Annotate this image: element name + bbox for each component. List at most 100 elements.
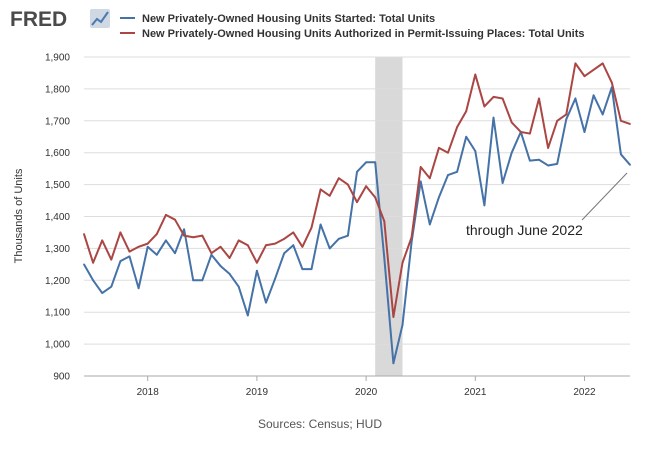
x-tick-label-2021: 2021 — [464, 387, 487, 398]
data-point-starts-2019-09 — [328, 247, 331, 250]
data-point-permits-2019-04 — [283, 237, 286, 240]
data-point-starts-2021-01 — [474, 150, 477, 153]
plot-area: 900 1,000 1,100 1,200 1,300 1,400 1,500 1,600 1,… — [45, 53, 631, 398]
data-point-starts-2017-12 — [137, 287, 140, 290]
data-point-permits-2018-02 — [155, 233, 158, 235]
data-point-permits-2017-10 — [119, 231, 122, 234]
data-point-permits-2017-06 — [83, 233, 85, 235]
data-point-permits-2020-02 — [374, 196, 377, 199]
data-point-permits-2021-03 — [492, 95, 495, 98]
data-point-permits-2020-09 — [438, 147, 440, 149]
data-point-permits-2018-10 — [228, 257, 231, 259]
data-point-starts-2019-07 — [310, 268, 313, 271]
y-tick-label-1300: 1,300 — [45, 244, 70, 255]
data-point-starts-2022-03 — [601, 113, 604, 116]
data-point-permits-2021-10 — [556, 119, 559, 122]
x-tick-label-2022: 2022 — [573, 387, 596, 398]
data-point-permits-2017-08 — [101, 239, 104, 242]
data-point-starts-2020-07 — [419, 180, 422, 183]
series-line-permits — [83, 62, 631, 318]
y-tick-label-900: 900 — [53, 372, 70, 383]
data-point-starts-2019-02 — [265, 301, 267, 304]
data-point-starts-2018-03 — [165, 239, 167, 242]
chart-header: FRED New Privately-Owned Housing Units S… — [10, 8, 585, 40]
data-point-starts-2018-12 — [246, 314, 249, 317]
data-point-starts-2022-05 — [620, 153, 622, 156]
fred-logo[interactable]: FRED — [10, 8, 67, 31]
y-tick-label-1700: 1,700 — [45, 116, 70, 127]
data-point-starts-2019-06 — [301, 268, 304, 271]
data-point-starts-2021-09 — [547, 164, 549, 167]
x-axis: 2018 2019 2020 2021 2022 — [84, 375, 630, 398]
data-point-starts-2021-12 — [574, 97, 577, 100]
data-point-permits-2017-12 — [137, 245, 140, 248]
data-point-permits-2018-09 — [219, 245, 222, 248]
data-point-starts-2021-02 — [483, 204, 486, 207]
data-point-permits-2019-05 — [292, 231, 295, 234]
data-points — [83, 62, 631, 365]
data-point-starts-2017-07 — [92, 279, 94, 282]
data-point-permits-2017-11 — [128, 250, 131, 253]
data-point-starts-2019-10 — [337, 237, 340, 240]
data-point-permits-2020-05 — [401, 261, 404, 264]
data-point-starts-2017-10 — [119, 260, 122, 263]
data-point-permits-2020-03 — [383, 220, 386, 223]
data-point-starts-2018-09 — [219, 265, 222, 267]
data-point-permits-2019-10 — [337, 177, 340, 180]
data-point-permits-2020-04 — [392, 316, 395, 318]
data-point-starts-2021-07 — [529, 159, 531, 162]
data-point-permits-2019-01 — [256, 261, 258, 264]
y-tick-label-1400: 1,400 — [45, 212, 70, 223]
data-point-starts-2018-08 — [210, 253, 213, 256]
y-tick-label-1500: 1,500 — [45, 180, 70, 191]
data-point-starts-2020-09 — [438, 196, 440, 199]
data-point-starts-2020-01 — [365, 161, 367, 164]
data-point-permits-2022-04 — [610, 81, 613, 84]
data-point-permits-2020-11 — [456, 126, 458, 129]
y-tick-label-1200: 1,200 — [45, 276, 70, 287]
data-point-permits-2021-12 — [574, 62, 577, 65]
data-point-starts-2021-10 — [556, 162, 559, 165]
data-point-starts-2021-04 — [501, 182, 504, 184]
legend-label-permits: New Privately-Owned Housing Units Author… — [142, 28, 585, 40]
data-point-starts-2020-12 — [465, 135, 468, 138]
data-point-starts-2019-12 — [356, 170, 358, 173]
data-point-starts-2018-07 — [201, 279, 204, 282]
y-tick-label-1600: 1,600 — [45, 148, 70, 159]
data-point-permits-2018-01 — [146, 242, 149, 245]
y-axis: 900 1,000 1,100 1,200 1,300 1,400 1,500 1,600 1,… — [45, 53, 70, 383]
data-point-permits-2019-12 — [356, 201, 358, 204]
data-point-starts-2020-05 — [401, 324, 404, 326]
data-point-starts-2019-04 — [283, 252, 286, 255]
data-point-starts-2022-02 — [592, 94, 595, 97]
data-point-permits-2020-01 — [365, 185, 367, 188]
data-point-starts-2018-05 — [183, 228, 186, 231]
data-point-permits-2021-11 — [565, 113, 568, 116]
data-point-starts-2017-08 — [101, 292, 104, 294]
data-point-permits-2020-08 — [428, 177, 431, 180]
x-tick-label-2018: 2018 — [137, 387, 160, 398]
data-point-permits-2019-03 — [274, 242, 276, 245]
x-tick-label-2019: 2019 — [246, 387, 269, 398]
data-point-permits-2017-07 — [92, 261, 94, 264]
data-point-permits-2019-06 — [301, 245, 304, 248]
data-point-starts-2020-06 — [410, 241, 413, 243]
y-axis-title: Thousands of Units — [13, 168, 25, 263]
data-point-starts-2021-08 — [538, 158, 540, 161]
data-point-permits-2022-02 — [592, 68, 595, 71]
data-point-permits-2018-06 — [192, 236, 195, 239]
data-point-starts-2019-08 — [319, 223, 322, 226]
data-point-permits-2019-08 — [319, 188, 322, 191]
data-point-starts-2020-08 — [428, 223, 431, 226]
data-point-permits-2021-09 — [547, 147, 549, 149]
data-point-starts-2020-10 — [447, 174, 449, 176]
data-point-permits-2020-07 — [419, 166, 422, 168]
data-point-starts-2019-11 — [347, 234, 349, 237]
data-point-starts-2021-11 — [565, 118, 568, 121]
data-point-permits-2020-12 — [465, 110, 468, 113]
data-point-permits-2020-10 — [447, 151, 449, 154]
data-point-starts-2021-03 — [492, 116, 495, 119]
data-point-starts-2020-11 — [456, 170, 458, 173]
data-point-starts-2021-05 — [510, 151, 513, 154]
data-point-starts-2018-02 — [155, 253, 158, 256]
